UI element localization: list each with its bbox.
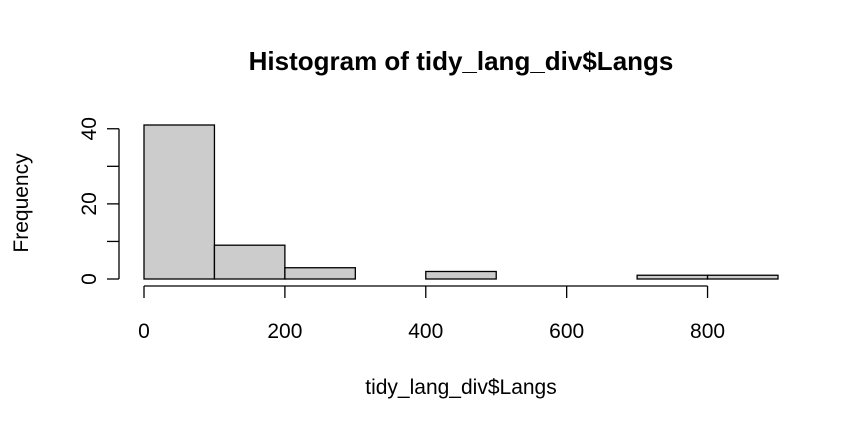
bars-group [143, 124, 779, 280]
histogram-bar-4 [425, 270, 497, 280]
chart-title: Histogram of tidy_lang_div$Langs [249, 46, 674, 76]
x-tick-label-0: 0 [138, 320, 150, 343]
histogram-bar-0 [143, 124, 216, 280]
histogram-bar-1 [213, 244, 286, 280]
histogram-bar-2 [284, 267, 356, 280]
histogram-bar-7 [636, 274, 709, 280]
x-axis: 0 200 400 600 800 [138, 285, 725, 343]
y-tick-label-1: 20 [78, 192, 101, 215]
y-axis-label: Frequency [10, 153, 33, 253]
y-axis: 0 20 40 [78, 117, 120, 285]
x-tick-label-4: 800 [690, 320, 725, 343]
y-tick-label-2: 40 [78, 117, 101, 140]
x-tick-label-1: 200 [267, 320, 302, 343]
histogram-bar-8 [706, 274, 779, 280]
y-tick-label-0: 0 [78, 273, 101, 285]
x-tick-label-2: 400 [408, 320, 443, 343]
x-tick-label-3: 600 [549, 320, 584, 343]
x-axis-label: tidy_lang_div$Langs [365, 376, 556, 399]
